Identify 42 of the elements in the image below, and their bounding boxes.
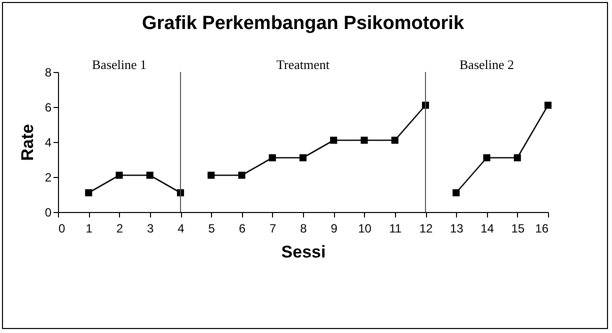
x-tick-label: 12 <box>419 222 433 236</box>
x-tick-label: 9 <box>330 222 338 236</box>
x-tick-label: 0 <box>58 222 66 236</box>
text: Baseline 2 <box>459 57 514 72</box>
x-tick-label: 4 <box>178 222 185 236</box>
x-tick-label: 5 <box>208 222 216 236</box>
x-tick-label: 11 <box>389 222 402 236</box>
point <box>391 136 398 144</box>
x-tick-label: 14 <box>480 222 494 236</box>
y-axis-title: Rate <box>18 124 37 161</box>
x-tick-label: 6 <box>238 222 246 236</box>
point <box>514 154 521 162</box>
y-tick-label: 8 <box>44 66 52 80</box>
point <box>116 172 123 179</box>
text: Treatment <box>276 57 330 72</box>
x-axis-title: Sessi <box>281 242 326 262</box>
y-tick-label: 6 <box>44 100 52 114</box>
y-tick-label: 2 <box>44 170 52 184</box>
point <box>238 172 246 179</box>
point <box>330 136 338 144</box>
y-tick-label: 4 <box>44 136 52 150</box>
y-tick-label: 0 <box>44 206 52 220</box>
point <box>544 102 552 109</box>
point <box>208 172 215 179</box>
point <box>268 154 276 162</box>
x-tick-label: 15 <box>511 222 525 236</box>
point <box>483 154 490 162</box>
x-tick-label: 7 <box>270 222 277 236</box>
text: Baseline 1 <box>92 57 147 72</box>
chart-title: Grafik Perkembangan Psikomotorik <box>142 13 464 34</box>
x-tick-label: 16 <box>535 222 549 236</box>
x-tick-label: 2 <box>116 222 124 236</box>
point <box>146 172 154 179</box>
x-tick-label: 1 <box>86 222 93 236</box>
x-tick-label: 8 <box>300 222 308 236</box>
x-tick-label: 13 <box>450 222 464 236</box>
point <box>85 189 92 196</box>
point <box>299 154 307 162</box>
point <box>452 189 460 196</box>
x-tick-label: 3 <box>147 222 154 236</box>
x-tick-label: 10 <box>358 222 372 236</box>
point <box>360 136 368 144</box>
